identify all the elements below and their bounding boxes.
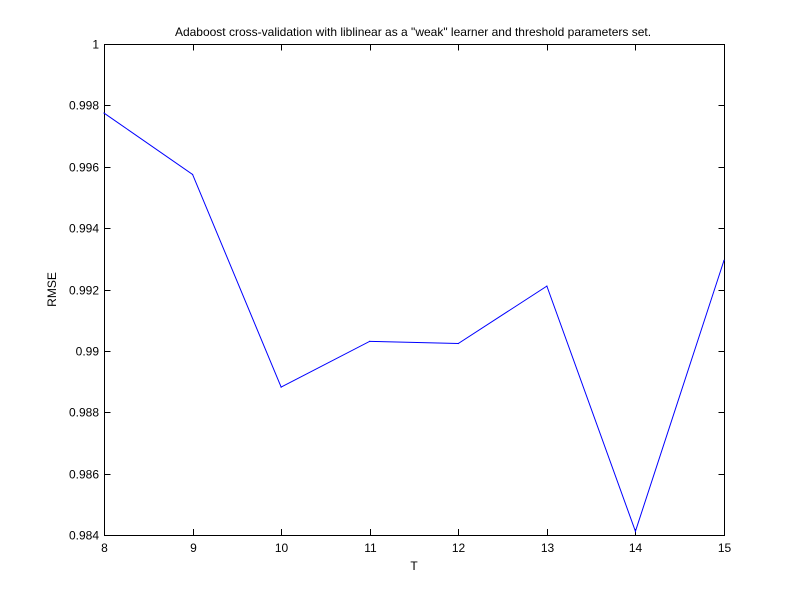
x-tick-label: 15 xyxy=(718,541,732,555)
x-axis-label: T xyxy=(410,559,418,573)
y-tick-label: 0.998 xyxy=(69,99,99,113)
x-tick-label: 12 xyxy=(452,541,466,555)
y-tick-label: 0.994 xyxy=(69,222,99,236)
y-axis: 0.984 0.986 0.988 0.99 0.992 0.994 0.996 0.998 1 xyxy=(69,38,725,543)
data-point xyxy=(280,386,282,388)
data-point xyxy=(546,285,548,287)
data-point xyxy=(103,112,105,114)
y-tick-label: 0.986 xyxy=(69,468,99,482)
y-tick-label: 1 xyxy=(92,38,99,52)
x-tick-label: 9 xyxy=(190,541,197,555)
x-tick-label: 14 xyxy=(629,541,643,555)
chart-title: Adaboost cross-validation with liblinear… xyxy=(175,25,651,39)
x-tick-label: 13 xyxy=(541,541,555,555)
data-point xyxy=(634,530,637,532)
series-line xyxy=(103,112,725,533)
data-point xyxy=(191,173,194,176)
y-tick-label: 0.99 xyxy=(76,345,100,359)
y-tick-label: 0.984 xyxy=(69,529,99,543)
data-point xyxy=(369,340,371,342)
plot-area xyxy=(104,44,725,536)
y-tick-label: 0.992 xyxy=(69,284,99,298)
y-tick-label: 0.988 xyxy=(69,406,99,420)
data-point xyxy=(457,342,459,345)
y-tick-label: 0.996 xyxy=(69,161,99,175)
series-layer xyxy=(103,112,725,533)
data-point xyxy=(723,259,725,261)
y-axis-label: RMSE xyxy=(45,272,59,307)
x-tick-label: 11 xyxy=(364,541,377,555)
x-tick-label: 10 xyxy=(275,541,289,555)
x-tick-label: 8 xyxy=(101,541,108,555)
